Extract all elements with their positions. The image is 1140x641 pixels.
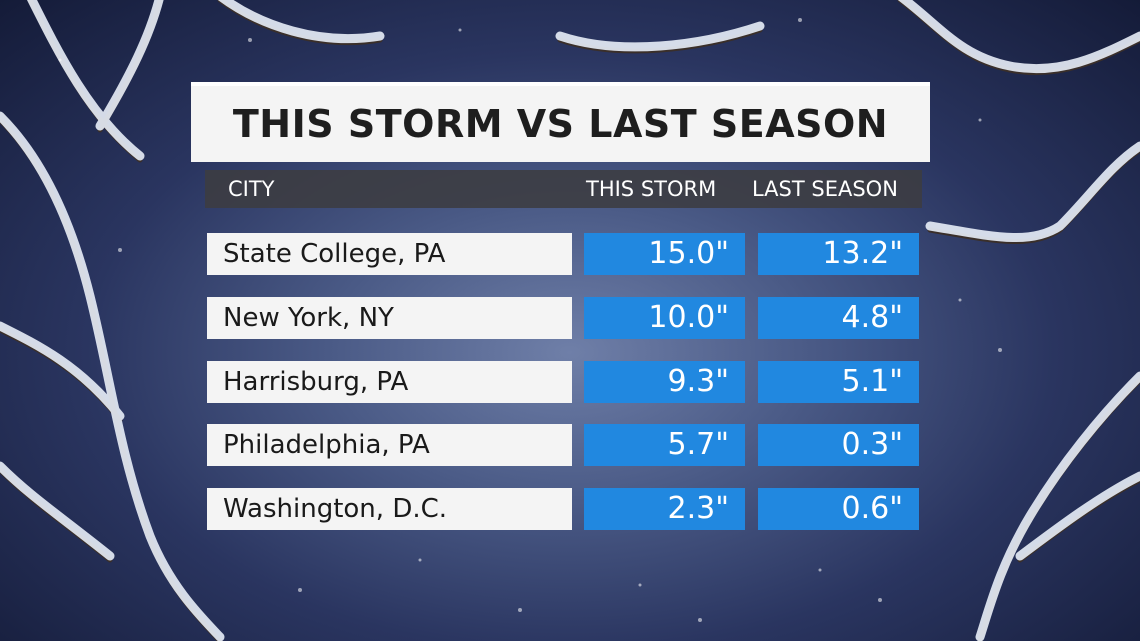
city-cell: Philadelphia, PA	[207, 424, 572, 466]
city-cell: Harrisburg, PA	[207, 361, 572, 403]
city-cell: New York, NY	[207, 297, 572, 339]
city-cell: Washington, D.C.	[207, 488, 572, 530]
this-storm-cell: 5.7"	[584, 424, 745, 466]
this-storm-cell: 15.0"	[584, 233, 745, 275]
chart-title: THIS STORM VS LAST SEASON	[232, 102, 889, 146]
this-storm-cell: 2.3"	[584, 488, 745, 530]
chart-title-box: THIS STORM VS LAST SEASON	[191, 82, 930, 162]
city-cell: State College, PA	[207, 233, 572, 275]
column-header-this-storm: THIS STORM	[586, 177, 717, 201]
column-header-last-season: LAST SEASON	[752, 177, 898, 201]
last-season-cell: 0.3"	[758, 424, 919, 466]
this-storm-cell: 10.0"	[584, 297, 745, 339]
column-header-city: CITY	[228, 177, 275, 201]
table-header-bar	[205, 170, 922, 208]
last-season-cell: 13.2"	[758, 233, 919, 275]
this-storm-cell: 9.3"	[584, 361, 745, 403]
last-season-cell: 4.8"	[758, 297, 919, 339]
last-season-cell: 0.6"	[758, 488, 919, 530]
last-season-cell: 5.1"	[758, 361, 919, 403]
